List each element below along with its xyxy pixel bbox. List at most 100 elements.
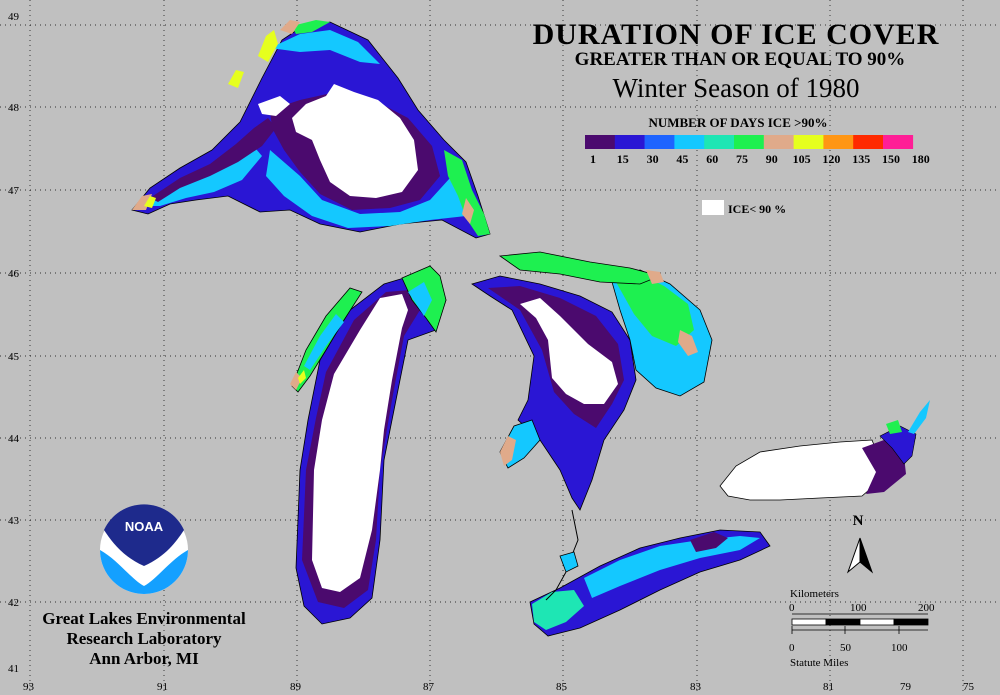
noaa-logo: NOAA [100, 504, 188, 594]
erie-outer-blue [529, 529, 771, 637]
legend-ticks: 1 15 30 45 60 75 90 105 120 135 150 180 [590, 152, 930, 166]
lon-label-75: 75 [963, 681, 975, 693]
map-title: DURATION OF ICE COVER [533, 18, 940, 51]
legend-tick-120: 120 [822, 152, 840, 166]
legend-swatches [585, 135, 914, 149]
no-ice-label: ICE< 90 % [728, 202, 786, 216]
legend-tick-30: 30 [647, 152, 659, 166]
legend-tick-180: 180 [912, 152, 930, 166]
ontario-ice-white [719, 439, 881, 501]
green-bay-tan [290, 372, 302, 390]
superior-nw-yellow-2 [228, 70, 244, 88]
scale-km-label: Kilometers [790, 588, 839, 600]
legend-swatch-2 [644, 135, 675, 149]
org-line-3: Ann Arbor, MI [89, 649, 199, 668]
legend-swatch-5 [734, 135, 765, 149]
north-arrow-label: N [853, 513, 864, 529]
ontario-east-purple [862, 440, 906, 494]
lon-label-83: 83 [690, 681, 702, 693]
superior-west-tip-yellow [144, 196, 156, 208]
legend: NUMBER OF DAYS ICE >90% 1 15 30 45 60 75 90 105… [585, 115, 930, 216]
scale-bar: Kilometers 0 100 200 0 50 100 Statute Mi… [789, 588, 935, 669]
superior-north-green [292, 20, 330, 34]
lon-label-91: 91 [157, 681, 168, 693]
legend-swatch-9 [853, 135, 884, 149]
superior-north-cyan [270, 30, 380, 64]
erie-cyan-band [584, 536, 760, 598]
lat-label-46: 46 [8, 268, 20, 280]
superior-west-purple [150, 118, 276, 202]
detroit-river-line [545, 571, 567, 601]
lat-label-49: 49 [8, 11, 20, 23]
st-lawrence-cyan [908, 400, 930, 434]
legend-swatch-0 [585, 135, 616, 149]
legend-tick-150: 150 [882, 152, 900, 166]
georgian-bay-tan [678, 330, 698, 356]
legend-tick-45: 45 [676, 152, 688, 166]
scale-km-tick-200: 200 [918, 602, 935, 614]
superior-south-cyan [266, 150, 470, 228]
lat-label-45: 45 [8, 351, 20, 363]
scale-mi-tick-100: 100 [891, 642, 908, 654]
lon-label-81: 81 [823, 681, 834, 693]
noaa-logo-top [104, 504, 184, 566]
lake-st-clair [559, 509, 579, 573]
lake-erie [529, 529, 771, 637]
lake-st-clair-cyan [559, 551, 579, 573]
lat-label-44: 44 [8, 433, 20, 445]
lake-huron [471, 251, 713, 511]
superior-east-green [444, 150, 490, 236]
lake-superior [131, 20, 491, 239]
superior-wi-tan [462, 198, 474, 224]
scale-mi-tick-50: 50 [840, 642, 852, 654]
lat-label-43: 43 [8, 515, 20, 527]
ontario-east-green [886, 420, 902, 434]
lon-label-79: 79 [900, 681, 912, 693]
legend-swatch-8 [823, 135, 854, 149]
legend-tick-1: 1 [590, 152, 596, 166]
north-arrow: N [846, 513, 874, 574]
scale-mi-tick-0: 0 [789, 642, 795, 654]
lon-label-93: 93 [23, 681, 35, 693]
legend-tick-60: 60 [706, 152, 718, 166]
legend-swatch-1 [614, 135, 645, 149]
legend-tick-75: 75 [736, 152, 748, 166]
scale-mi-label: Statute Miles [790, 657, 848, 669]
georgian-bay-green [616, 274, 694, 346]
saginaw-bay-tan [500, 436, 516, 466]
org-line-2: Research Laboratory [66, 629, 222, 648]
legend-tick-135: 135 [852, 152, 870, 166]
lat-label-42: 42 [8, 597, 19, 609]
legend-tick-105: 105 [793, 152, 811, 166]
lon-label-85: 85 [556, 681, 568, 693]
north-channel-tan [646, 270, 664, 284]
superior-nw-yellow [258, 30, 278, 62]
scale-seg-2 [825, 618, 861, 626]
legend-swatch-3 [674, 135, 705, 149]
green-bay-yellow [298, 370, 306, 384]
michigan-ice-white [312, 294, 408, 592]
lon-label-87: 87 [423, 681, 435, 693]
lake-ontario [719, 400, 930, 501]
huron-ice-white [520, 298, 618, 404]
north-arrow-left [846, 537, 861, 574]
superior-ice-white [292, 84, 418, 198]
scale-km-tick-100: 100 [850, 602, 867, 614]
noaa-logo-text: NOAA [125, 519, 164, 534]
lat-label-48: 48 [8, 102, 20, 114]
scale-km-tick-0: 0 [789, 602, 795, 614]
superior-nw-tan [280, 20, 300, 34]
legend-heading: NUMBER OF DAYS ICE >90% [648, 115, 827, 130]
lat-label-47: 47 [8, 185, 20, 197]
legend-swatch-4 [704, 135, 735, 149]
map-season: Winter Season of 1980 [612, 73, 859, 103]
lake-michigan [290, 265, 447, 625]
green-bay-cyan [304, 314, 344, 370]
scale-seg-3 [859, 618, 895, 626]
scale-seg-4 [893, 618, 929, 626]
erie-west-cyan [532, 590, 584, 630]
org-line-1: Great Lakes Environmental [42, 609, 246, 628]
legend-tick-15: 15 [617, 152, 629, 166]
